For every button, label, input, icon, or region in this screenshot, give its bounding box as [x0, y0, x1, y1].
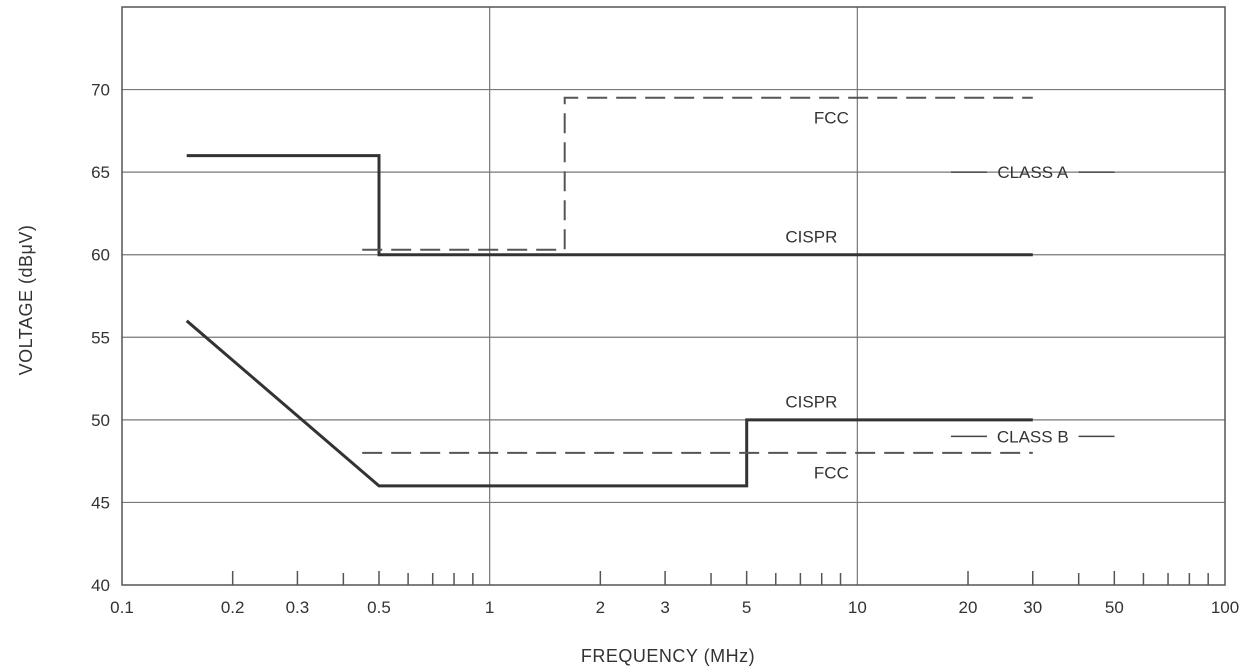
x-tick-label: 0.1 [110, 598, 134, 617]
x-tick-label: 1 [485, 598, 494, 617]
x-tick-label: 2 [596, 598, 605, 617]
annotations: FCC CLASS A CISPR CISPR CLASS B FCC [785, 109, 1115, 483]
x-tick-labels: 0.1 0.2 0.3 0.5 1 2 3 5 10 20 30 50 100 [110, 598, 1239, 617]
class-a-cispr-line [186, 154, 1033, 257]
fcc-label: FCC [814, 464, 849, 483]
x-tick-label: 20 [959, 598, 978, 617]
x-minor-ticks [231, 571, 1209, 585]
class-b-cispr-line [185, 319, 1033, 488]
y-tick-labels: 40 45 50 55 60 65 70 [91, 81, 110, 595]
x-tick-label: 10 [848, 598, 867, 617]
y-tick-label: 65 [91, 163, 110, 182]
cispr-label: CISPR [785, 393, 837, 412]
y-tick-label: 60 [91, 246, 110, 265]
plot-frame [121, 6, 1226, 586]
x-tick-label: 0.2 [221, 598, 245, 617]
y-tick-label: 45 [91, 493, 110, 512]
y-tick-label: 70 [91, 81, 110, 100]
class-a-fcc-line [362, 96, 1033, 251]
series-lines [185, 96, 1033, 488]
y-tick-label: 40 [91, 576, 110, 595]
x-tick-label: 30 [1023, 598, 1042, 617]
y-axis-title: VOLTAGE (dBμV) [16, 225, 36, 376]
x-tick-label: 5 [742, 598, 751, 617]
x-tick-label: 0.5 [367, 598, 391, 617]
x-tick-label: 50 [1105, 598, 1124, 617]
x-tick-label: 3 [660, 598, 669, 617]
y-tick-label: 50 [91, 411, 110, 430]
cispr-label: CISPR [785, 228, 837, 247]
y-tick-label: 55 [91, 328, 110, 347]
fcc-label: FCC [814, 109, 849, 128]
class-a-label: CLASS A [997, 163, 1069, 182]
x-tick-label: 100 [1211, 598, 1239, 617]
class-b-label: CLASS B [997, 427, 1069, 446]
grid [122, 7, 1225, 585]
x-tick-label: 0.3 [286, 598, 310, 617]
x-axis-title: FREQUENCY (MHz) [581, 646, 755, 666]
